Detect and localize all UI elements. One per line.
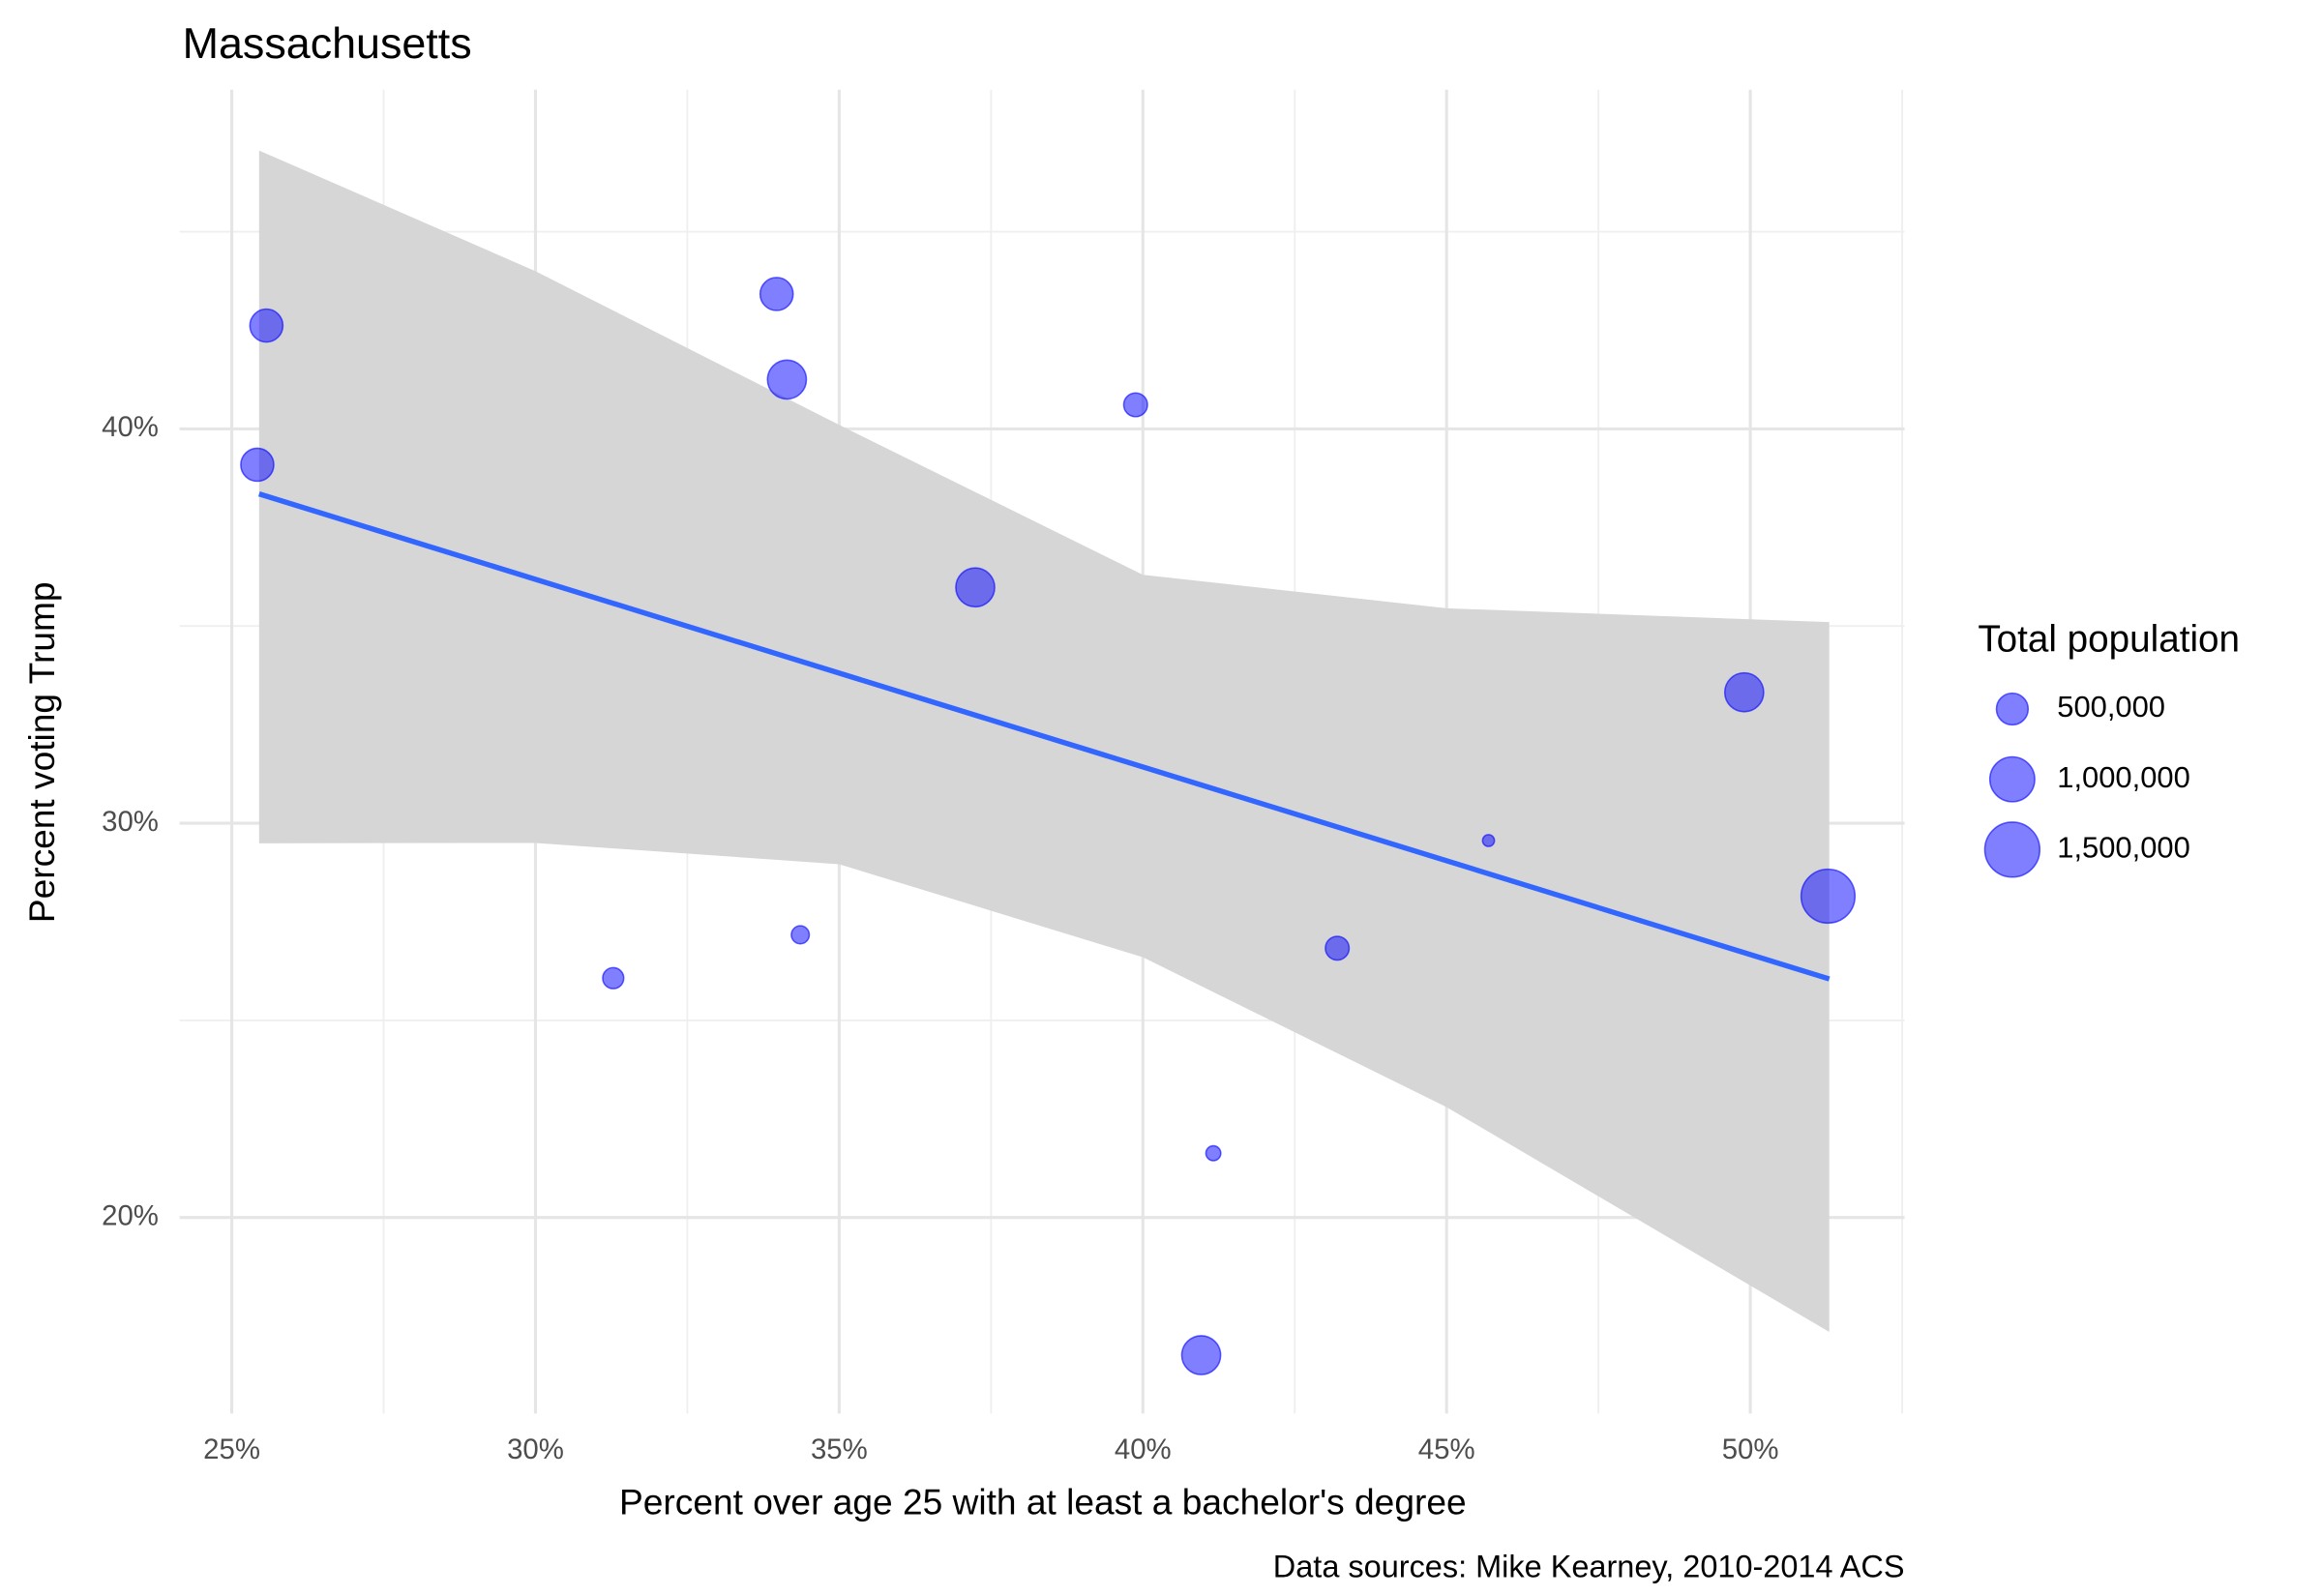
- point: [1800, 868, 1857, 925]
- x-tick-label: 30%: [507, 1433, 564, 1465]
- point: [1205, 1144, 1222, 1162]
- confidence-band: [258, 150, 1830, 1332]
- fit-line: [258, 491, 1831, 982]
- point: [790, 925, 811, 945]
- legend-label: 500,000: [2057, 690, 2165, 724]
- y-axis-title: Percent voting Trump: [21, 581, 62, 923]
- point: [1122, 392, 1148, 418]
- caption: Data sources: Mike Kearney, 2010-2014 AC…: [1273, 1550, 1905, 1584]
- legend-label: 1,500,000: [2057, 831, 2190, 865]
- point: [1325, 935, 1351, 961]
- point: [1723, 671, 1765, 713]
- point: [1180, 1335, 1222, 1375]
- y-tick-label: 20%: [102, 1199, 159, 1231]
- point: [249, 308, 284, 343]
- chart-title: Massachusetts: [183, 18, 472, 68]
- legend-title: Total population: [1978, 619, 2240, 661]
- x-tick-label: 35%: [811, 1433, 868, 1465]
- x-tick-label: 50%: [1722, 1433, 1779, 1465]
- x-tick-label: 25%: [203, 1433, 260, 1465]
- x-tick-label: 40%: [1115, 1433, 1172, 1465]
- legend-key: [1995, 692, 2030, 726]
- legend-key: [1988, 755, 2036, 803]
- point: [1481, 834, 1496, 847]
- legend-label: 1,000,000: [2057, 760, 2190, 794]
- x-axis-title: Percent over age 25 with at least a bach…: [619, 1481, 1467, 1522]
- point: [602, 966, 625, 990]
- y-tick-label: 40%: [102, 411, 159, 443]
- point: [766, 359, 808, 400]
- marks: [240, 150, 1857, 1375]
- legend: 500,000 1,000,000 1,500,000: [1983, 690, 2190, 878]
- point: [240, 447, 275, 483]
- point: [759, 277, 794, 311]
- y-tick-label: 30%: [102, 806, 159, 838]
- x-tick-label: 45%: [1418, 1433, 1475, 1465]
- legend-key: [1983, 821, 2041, 878]
- point: [955, 567, 996, 608]
